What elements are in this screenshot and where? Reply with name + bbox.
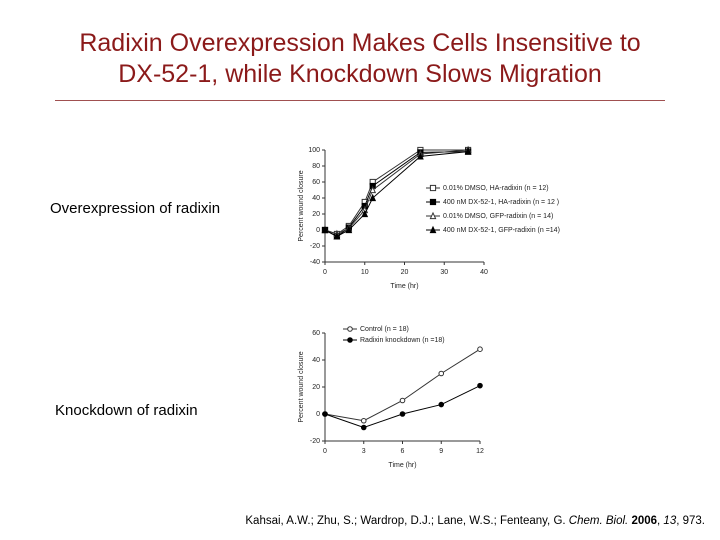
x-tick-label: 40 bbox=[480, 269, 488, 276]
panel-label: Knockdown of radixin bbox=[55, 402, 198, 419]
legend-label: 400 nM DX-52-1, GFP-radixin (n =14) bbox=[443, 227, 560, 234]
point bbox=[369, 185, 377, 194]
series-line bbox=[324, 149, 469, 235]
point bbox=[399, 411, 406, 417]
x-tick-label: 3 bbox=[362, 448, 366, 455]
y-tick-label: 80 bbox=[312, 163, 320, 170]
y-tick-label: 0 bbox=[316, 227, 320, 234]
x-tick-label: 30 bbox=[440, 269, 448, 276]
citation-volume: 13 bbox=[663, 515, 677, 527]
legend-label: 400 nM DX-52-1, HA-radixin (n = 12 ) bbox=[443, 199, 559, 206]
y-tick-label: 20 bbox=[312, 211, 320, 218]
series-line bbox=[324, 385, 481, 429]
citation-authors: Kahsai, A.W.; Zhu, S.; Wardrop, D.J.; La… bbox=[245, 515, 566, 527]
y-tick-label: -20 bbox=[310, 438, 320, 445]
x-tick-label: 10 bbox=[361, 269, 369, 276]
point bbox=[322, 411, 328, 417]
legend-label: Radixin knockdown (n =18) bbox=[360, 337, 445, 344]
y-tick-label: 40 bbox=[312, 357, 320, 364]
x-axis-label: Time (hr) bbox=[388, 462, 416, 469]
y-tick-label: 40 bbox=[312, 195, 320, 202]
legend-label: 0.01% DMSO, HA-radixin (n = 12) bbox=[443, 185, 549, 192]
x-tick-label: 12 bbox=[476, 448, 484, 455]
citation-pages: , 973. bbox=[676, 515, 705, 527]
series-line bbox=[324, 348, 481, 422]
y-tick-label: 60 bbox=[312, 330, 320, 337]
citation-sep: , bbox=[657, 515, 664, 527]
x-tick-label: 6 bbox=[401, 448, 405, 455]
title-rule bbox=[55, 100, 665, 101]
point bbox=[347, 337, 353, 343]
point bbox=[361, 209, 369, 218]
point bbox=[477, 382, 483, 389]
point bbox=[360, 417, 367, 424]
point bbox=[369, 193, 377, 202]
point bbox=[333, 232, 341, 240]
legend-label: 0.01% DMSO, GFP-radixin (n = 14) bbox=[443, 213, 553, 220]
point bbox=[438, 370, 445, 377]
series-line bbox=[324, 149, 469, 235]
point bbox=[347, 326, 353, 332]
x-tick-label: 20 bbox=[401, 269, 409, 276]
y-tick-label: 60 bbox=[312, 179, 320, 186]
y-axis-label: Percent wound closure bbox=[298, 351, 305, 422]
point bbox=[417, 152, 424, 160]
point bbox=[399, 397, 406, 404]
citation-journal: Chem. Biol. bbox=[568, 515, 629, 527]
slide-title: Radixin Overexpression Makes Cells Insen… bbox=[79, 29, 641, 57]
citation: Kahsai, A.W.; Zhu, S.; Wardrop, D.J.; La… bbox=[245, 515, 705, 527]
y-tick-label: 100 bbox=[308, 147, 320, 154]
slide-title: DX-52-1, while Knockdown Slows Migration bbox=[118, 60, 602, 88]
x-tick-label: 0 bbox=[323, 448, 327, 455]
point bbox=[438, 401, 445, 408]
x-tick-label: 9 bbox=[439, 448, 443, 455]
x-tick-label: 0 bbox=[323, 269, 327, 276]
y-tick-label: -40 bbox=[310, 259, 320, 266]
y-axis-label: Percent wound closure bbox=[298, 170, 305, 241]
y-tick-label: 20 bbox=[312, 384, 320, 391]
point bbox=[429, 211, 437, 220]
y-tick-label: -20 bbox=[310, 243, 320, 250]
panel-label: Overexpression of radixin bbox=[50, 200, 221, 217]
point bbox=[345, 225, 353, 234]
point bbox=[321, 225, 329, 234]
legend-label: Control (n = 18) bbox=[360, 326, 409, 333]
point bbox=[477, 346, 483, 353]
x-axis-label: Time (hr) bbox=[390, 283, 418, 290]
point bbox=[429, 225, 437, 234]
point bbox=[360, 424, 367, 431]
citation-year: 2006 bbox=[631, 515, 658, 527]
point bbox=[464, 147, 472, 155]
point bbox=[429, 184, 437, 192]
y-tick-label: 0 bbox=[316, 411, 320, 418]
point bbox=[429, 198, 437, 206]
